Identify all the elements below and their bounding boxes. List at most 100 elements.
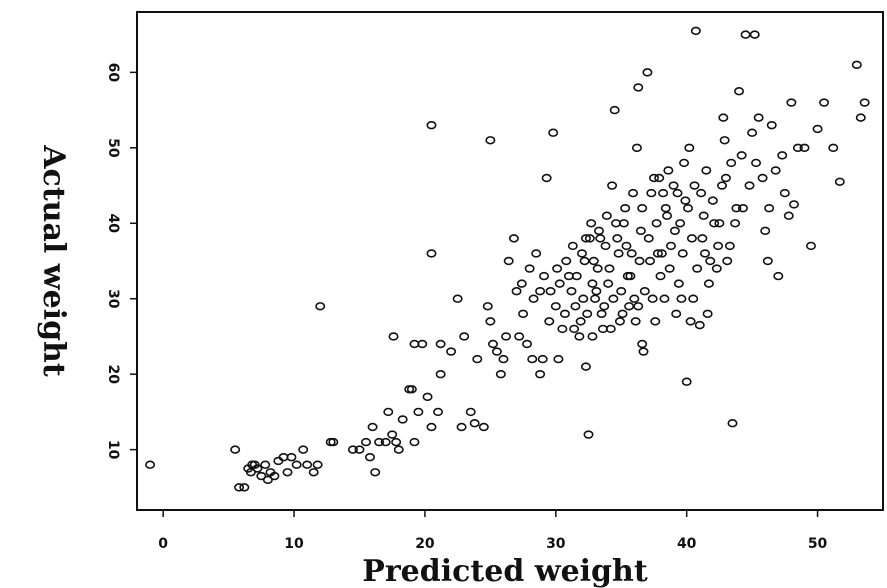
data-point bbox=[252, 464, 263, 473]
data-point bbox=[561, 256, 572, 266]
data-point bbox=[302, 460, 313, 469]
data-point bbox=[625, 271, 636, 281]
data-point bbox=[757, 173, 768, 183]
data-point bbox=[647, 294, 658, 303]
data-point bbox=[624, 302, 635, 311]
data-point bbox=[413, 407, 424, 417]
data-point bbox=[714, 219, 725, 228]
data-point bbox=[541, 173, 552, 183]
data-point bbox=[676, 294, 687, 303]
data-point bbox=[580, 362, 591, 371]
data-point bbox=[639, 286, 650, 296]
data-point bbox=[679, 158, 690, 168]
data-point bbox=[552, 264, 563, 273]
data-point bbox=[703, 279, 714, 288]
data-point bbox=[472, 354, 483, 364]
data-point bbox=[736, 151, 747, 160]
data-point bbox=[770, 166, 781, 175]
data-point bbox=[569, 324, 580, 334]
data-point bbox=[646, 188, 657, 198]
data-point bbox=[354, 445, 365, 454]
data-point bbox=[806, 241, 817, 251]
data-point bbox=[747, 128, 758, 137]
data-point bbox=[689, 181, 700, 190]
data-point bbox=[614, 317, 625, 326]
data-point bbox=[659, 294, 670, 303]
data-point bbox=[465, 407, 476, 417]
data-point bbox=[637, 203, 648, 213]
data-point bbox=[383, 407, 394, 417]
data-point bbox=[393, 445, 404, 454]
data-point bbox=[655, 271, 666, 281]
data-point bbox=[245, 468, 256, 477]
data-point bbox=[328, 437, 339, 447]
data-point bbox=[370, 468, 381, 477]
data-point bbox=[663, 166, 674, 175]
data-point bbox=[482, 302, 493, 311]
data-point bbox=[239, 483, 250, 492]
data-point bbox=[664, 264, 675, 273]
data-point bbox=[727, 419, 738, 428]
data-point bbox=[550, 302, 561, 311]
data-point bbox=[409, 339, 420, 349]
data-point bbox=[724, 241, 735, 251]
data-point bbox=[792, 143, 803, 153]
data-point bbox=[587, 279, 598, 288]
data-point bbox=[855, 113, 866, 122]
data-point bbox=[286, 452, 297, 462]
y-tick-label: 40 bbox=[105, 214, 121, 234]
data-point bbox=[531, 249, 542, 258]
data-point bbox=[851, 60, 862, 70]
x-tick-label: 40 bbox=[677, 536, 697, 552]
x-axis-label: Predicted weight bbox=[362, 554, 648, 588]
x-axis: 0 10 20 30 40 50 bbox=[158, 510, 828, 552]
data-point bbox=[722, 256, 733, 266]
data-point bbox=[631, 143, 642, 153]
data-point bbox=[591, 286, 602, 296]
data-point bbox=[511, 286, 522, 296]
data-point bbox=[487, 339, 498, 349]
data-point bbox=[697, 234, 708, 243]
data-point bbox=[456, 422, 467, 432]
y-tick-label: 30 bbox=[105, 289, 121, 309]
data-point bbox=[783, 211, 794, 220]
data-point bbox=[367, 422, 378, 432]
data-point bbox=[638, 347, 649, 356]
data-point bbox=[485, 136, 496, 145]
data-point bbox=[731, 203, 742, 213]
data-point bbox=[596, 309, 607, 319]
data-point bbox=[673, 279, 684, 288]
x-tick-label: 30 bbox=[546, 536, 566, 552]
data-point bbox=[544, 317, 555, 326]
data-point bbox=[671, 309, 682, 319]
data-point bbox=[658, 188, 669, 198]
data-point bbox=[282, 468, 293, 477]
data-point bbox=[665, 241, 676, 251]
data-point bbox=[629, 294, 640, 303]
data-point bbox=[762, 256, 773, 266]
data-point bbox=[452, 294, 463, 303]
data-point bbox=[834, 177, 845, 186]
data-point bbox=[789, 200, 800, 209]
data-point bbox=[812, 124, 823, 134]
data-point bbox=[786, 98, 797, 107]
data-point bbox=[628, 188, 639, 198]
data-point bbox=[590, 294, 601, 303]
data-point bbox=[720, 173, 731, 183]
data-point bbox=[599, 302, 610, 311]
data-point bbox=[388, 332, 399, 341]
data-point bbox=[234, 483, 245, 492]
data-point bbox=[709, 219, 720, 228]
data-point bbox=[469, 419, 480, 428]
data-point bbox=[604, 264, 615, 273]
data-point bbox=[635, 226, 646, 236]
data-point bbox=[587, 332, 598, 341]
data-point bbox=[575, 317, 586, 326]
data-point bbox=[516, 279, 527, 288]
data-point bbox=[777, 151, 788, 160]
data-point bbox=[501, 332, 512, 341]
data-point bbox=[433, 407, 444, 417]
data-point bbox=[773, 271, 784, 281]
data-point bbox=[571, 271, 582, 281]
data-point bbox=[426, 120, 437, 130]
